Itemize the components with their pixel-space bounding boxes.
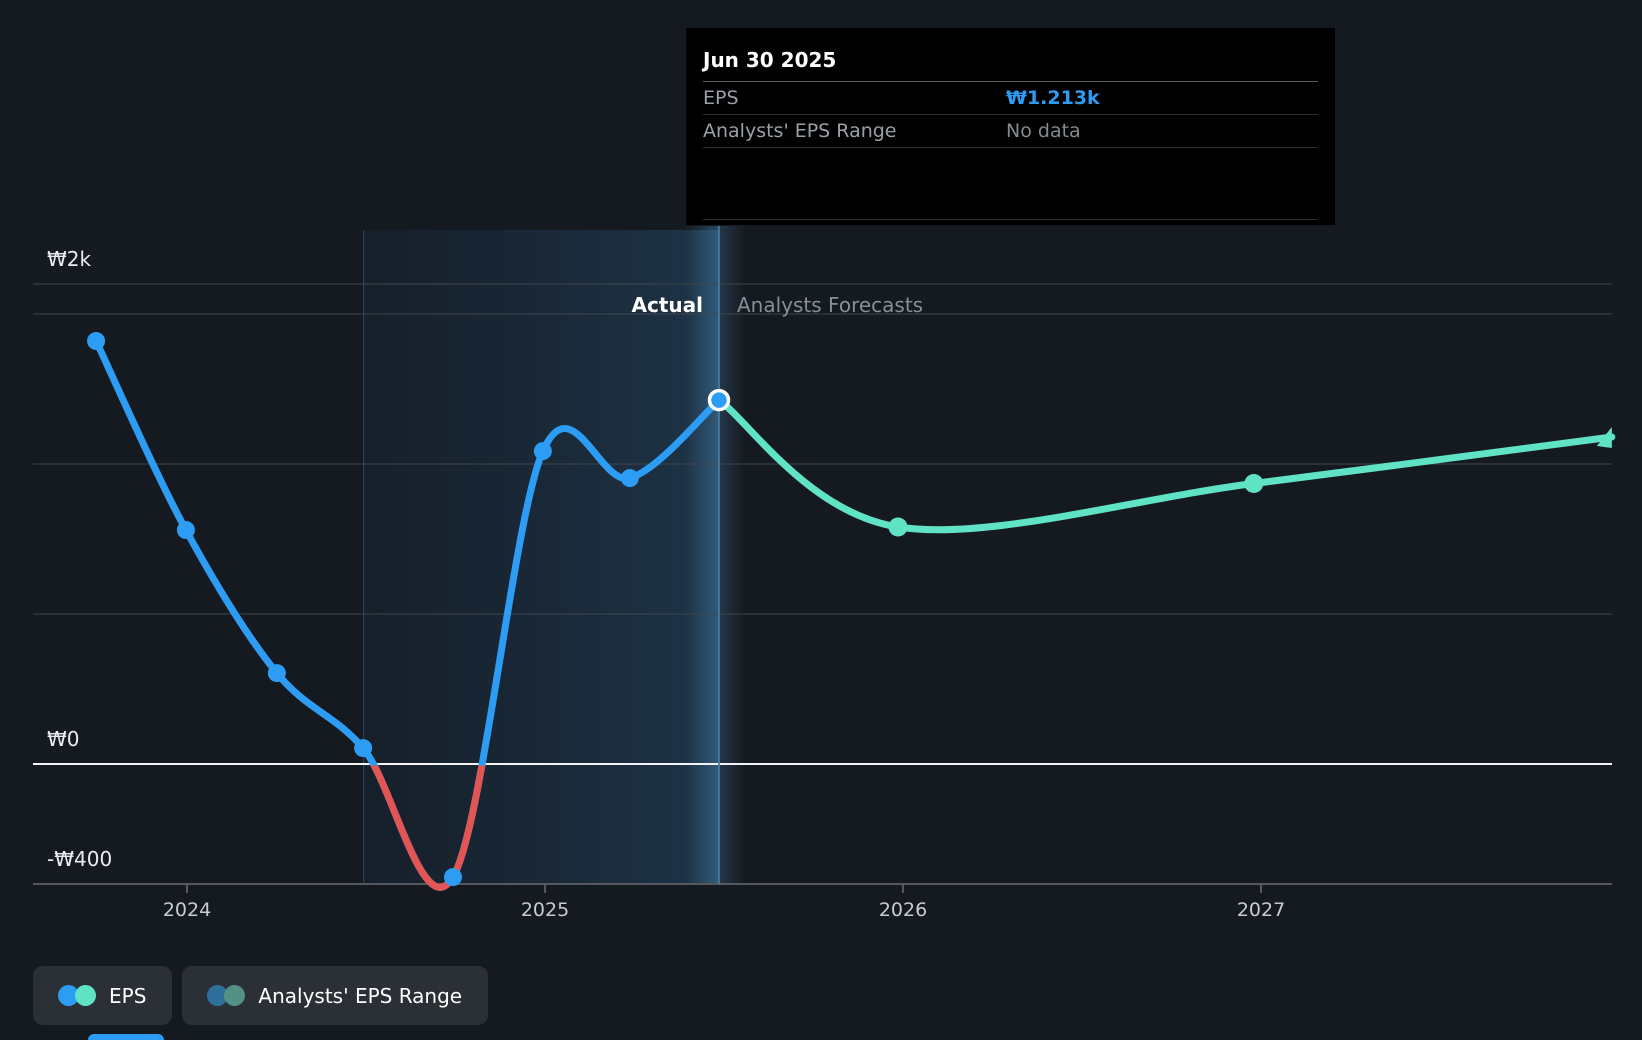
- tooltip-row-range: Analysts' EPS Range No data: [703, 115, 1318, 148]
- x-axis-ticks: [186, 885, 1262, 893]
- forecast-section-label: Analysts Forecasts: [737, 293, 924, 317]
- tooltip-date: Jun 30 2025: [703, 48, 837, 72]
- actual-point-marker[interactable]: [176, 521, 195, 539]
- actual-point-marker[interactable]: [87, 332, 106, 350]
- actual-point-marker[interactable]: [620, 469, 639, 488]
- tooltip-eps-value: ₩1.213k: [1006, 87, 1100, 109]
- legend-toggle-eps-range[interactable]: Analysts' EPS Range: [182, 966, 489, 1025]
- actual-point-marker[interactable]: [267, 664, 286, 683]
- legend-eps-label: EPS: [109, 983, 147, 1008]
- y-axis-label-0: ₩0: [47, 727, 80, 751]
- chart-scrollbar-thumb[interactable]: [88, 1034, 164, 1040]
- eps-actual-line-negative: [370, 765, 486, 891]
- x-axis-label-2027: 2027: [1236, 899, 1286, 921]
- actual-point-marker-selected[interactable]: [707, 388, 731, 412]
- legend-toggle-eps[interactable]: EPS: [33, 966, 173, 1025]
- x-axis-label-2024: 2024: [162, 899, 212, 921]
- divider-glow-right: [718, 226, 745, 884]
- actual-point-marker[interactable]: [533, 442, 552, 461]
- eps-forecast-line: [715, 396, 1616, 534]
- divider-glow-left: [684, 226, 719, 884]
- forecast-point-marker[interactable]: [1244, 474, 1264, 493]
- tooltip-divider: [703, 219, 1318, 220]
- eps-series-icon: [58, 985, 96, 1006]
- tooltip-eps-label: EPS: [703, 87, 739, 109]
- actual-point-marker[interactable]: [354, 739, 373, 758]
- actual-highlight-region: [363, 230, 719, 884]
- legend-eps-range-label: Analysts' EPS Range: [258, 983, 463, 1008]
- legend: EPS Analysts' EPS Range: [33, 966, 489, 1025]
- eps-range-series-icon: [207, 985, 246, 1006]
- actual-point-marker[interactable]: [443, 868, 462, 887]
- tooltip-range-value: No data: [1006, 120, 1081, 142]
- forecast-point-marker[interactable]: [888, 517, 908, 537]
- x-axis-label-2025: 2025: [520, 899, 570, 921]
- gridlines: [33, 283, 1612, 615]
- tooltip-range-label: Analysts' EPS Range: [703, 120, 897, 142]
- forecast-end-arrow-icon: [1596, 427, 1612, 448]
- chart-tooltip: Jun 30 2025 EPS ₩1.213k Analysts' EPS Ra…: [686, 28, 1335, 225]
- y-axis-label-2k: ₩2k: [47, 247, 92, 271]
- tooltip-row-eps: EPS ₩1.213k: [703, 82, 1318, 115]
- y-axis-label-neg400: -₩400: [47, 847, 113, 871]
- x-axis-label-2026: 2026: [878, 899, 928, 921]
- actual-section-label: Actual: [631, 293, 703, 317]
